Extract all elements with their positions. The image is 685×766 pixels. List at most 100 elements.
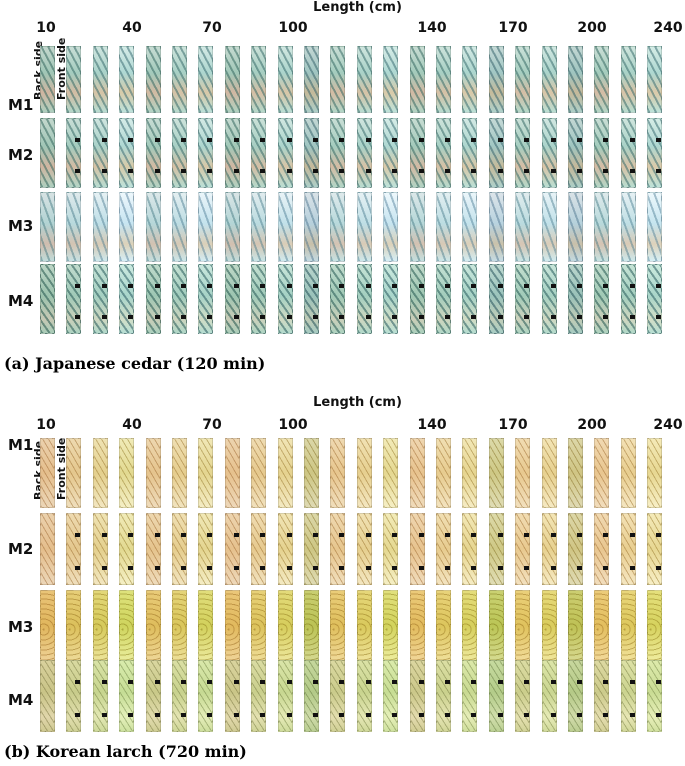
- strain-marker: [339, 284, 344, 288]
- strain-marker: [524, 680, 529, 684]
- specimen-strip: [146, 118, 161, 188]
- specimen-strip: [647, 118, 662, 188]
- specimen-strip: [647, 660, 662, 732]
- strain-marker: [577, 138, 582, 142]
- specimen-strip: [146, 438, 161, 508]
- specimen-strip: [304, 118, 319, 188]
- strain-marker: [656, 680, 661, 684]
- specimen-strip: [594, 46, 609, 113]
- specimen-strip: [383, 438, 398, 508]
- strain-marker: [234, 315, 239, 319]
- specimen-strip: [225, 513, 240, 585]
- strain-marker: [260, 566, 265, 570]
- specimen-strip: [383, 264, 398, 334]
- strain-marker: [577, 566, 582, 570]
- strain-marker: [498, 713, 503, 717]
- strain-marker: [155, 713, 160, 717]
- strain-marker: [75, 169, 80, 173]
- specimen-strip: [462, 264, 477, 334]
- specimen-strip: [462, 660, 477, 732]
- strain-marker: [366, 315, 371, 319]
- strain-marker: [155, 315, 160, 319]
- specimen-strip: [621, 192, 636, 262]
- strain-marker: [392, 566, 397, 570]
- strain-marker: [366, 169, 371, 173]
- specimen-strip: [251, 118, 266, 188]
- strain-marker: [445, 533, 450, 537]
- specimen-strip: [278, 118, 293, 188]
- strain-marker: [471, 138, 476, 142]
- strain-marker: [656, 284, 661, 288]
- strain-marker: [207, 566, 212, 570]
- strain-marker: [445, 169, 450, 173]
- strain-marker: [419, 284, 424, 288]
- strain-marker: [339, 566, 344, 570]
- strain-marker: [392, 138, 397, 142]
- specimen-strip: [515, 513, 530, 585]
- strain-marker: [656, 713, 661, 717]
- specimen-strip: [40, 46, 55, 113]
- specimen-strip: [462, 513, 477, 585]
- specimen-strip: [410, 264, 425, 334]
- strain-marker: [207, 315, 212, 319]
- strain-marker: [366, 566, 371, 570]
- specimen-strip: [410, 590, 425, 662]
- specimen-strip: [594, 438, 609, 508]
- strain-marker: [207, 169, 212, 173]
- strain-marker: [287, 713, 292, 717]
- strain-marker: [498, 315, 503, 319]
- specimen-strip: [225, 264, 240, 334]
- strain-marker: [603, 533, 608, 537]
- specimen-strip: [172, 590, 187, 662]
- strain-marker: [630, 566, 635, 570]
- strain-marker: [603, 138, 608, 142]
- strain-marker: [207, 713, 212, 717]
- specimen-strip: [515, 660, 530, 732]
- strain-marker: [471, 713, 476, 717]
- tick-label: 100: [278, 20, 308, 36]
- strain-marker: [339, 533, 344, 537]
- specimen-strip: [66, 118, 81, 188]
- strain-marker: [498, 138, 503, 142]
- specimen-strip: [119, 438, 134, 508]
- strain-marker: [392, 680, 397, 684]
- specimen-strip: [357, 118, 372, 188]
- specimen-strip: [93, 590, 108, 662]
- strain-marker: [630, 533, 635, 537]
- strain-marker: [128, 566, 133, 570]
- specimen-strip: [330, 46, 345, 113]
- specimen-strip: [383, 590, 398, 662]
- strain-marker: [128, 713, 133, 717]
- specimen-strip: [119, 264, 134, 334]
- specimen-strip: [172, 118, 187, 188]
- specimen-strip: [119, 192, 134, 262]
- strain-marker: [392, 713, 397, 717]
- specimen-strip: [515, 438, 530, 508]
- specimen-strip: [66, 264, 81, 334]
- strain-marker: [181, 566, 186, 570]
- specimen-strip: [278, 660, 293, 732]
- strain-marker: [287, 284, 292, 288]
- strain-marker: [419, 138, 424, 142]
- specimen-strip: [198, 660, 213, 732]
- strain-marker: [128, 315, 133, 319]
- strain-marker: [551, 533, 556, 537]
- strain-marker: [656, 566, 661, 570]
- strain-marker: [471, 533, 476, 537]
- specimen-strip: [330, 118, 345, 188]
- specimen-strip: [357, 660, 372, 732]
- strain-marker: [287, 315, 292, 319]
- specimen-strip: [621, 590, 636, 662]
- specimen-strip: [93, 46, 108, 113]
- strain-marker: [287, 566, 292, 570]
- strain-marker: [313, 315, 318, 319]
- row-label-m1: M1: [8, 436, 34, 454]
- specimen-strip: [278, 192, 293, 262]
- strain-marker: [603, 680, 608, 684]
- strain-marker: [128, 533, 133, 537]
- strain-marker: [102, 315, 107, 319]
- strain-marker: [102, 138, 107, 142]
- specimen-strip: [594, 590, 609, 662]
- panel-caption-a: (a) Japanese cedar (120 min): [4, 354, 266, 373]
- strain-marker: [524, 566, 529, 570]
